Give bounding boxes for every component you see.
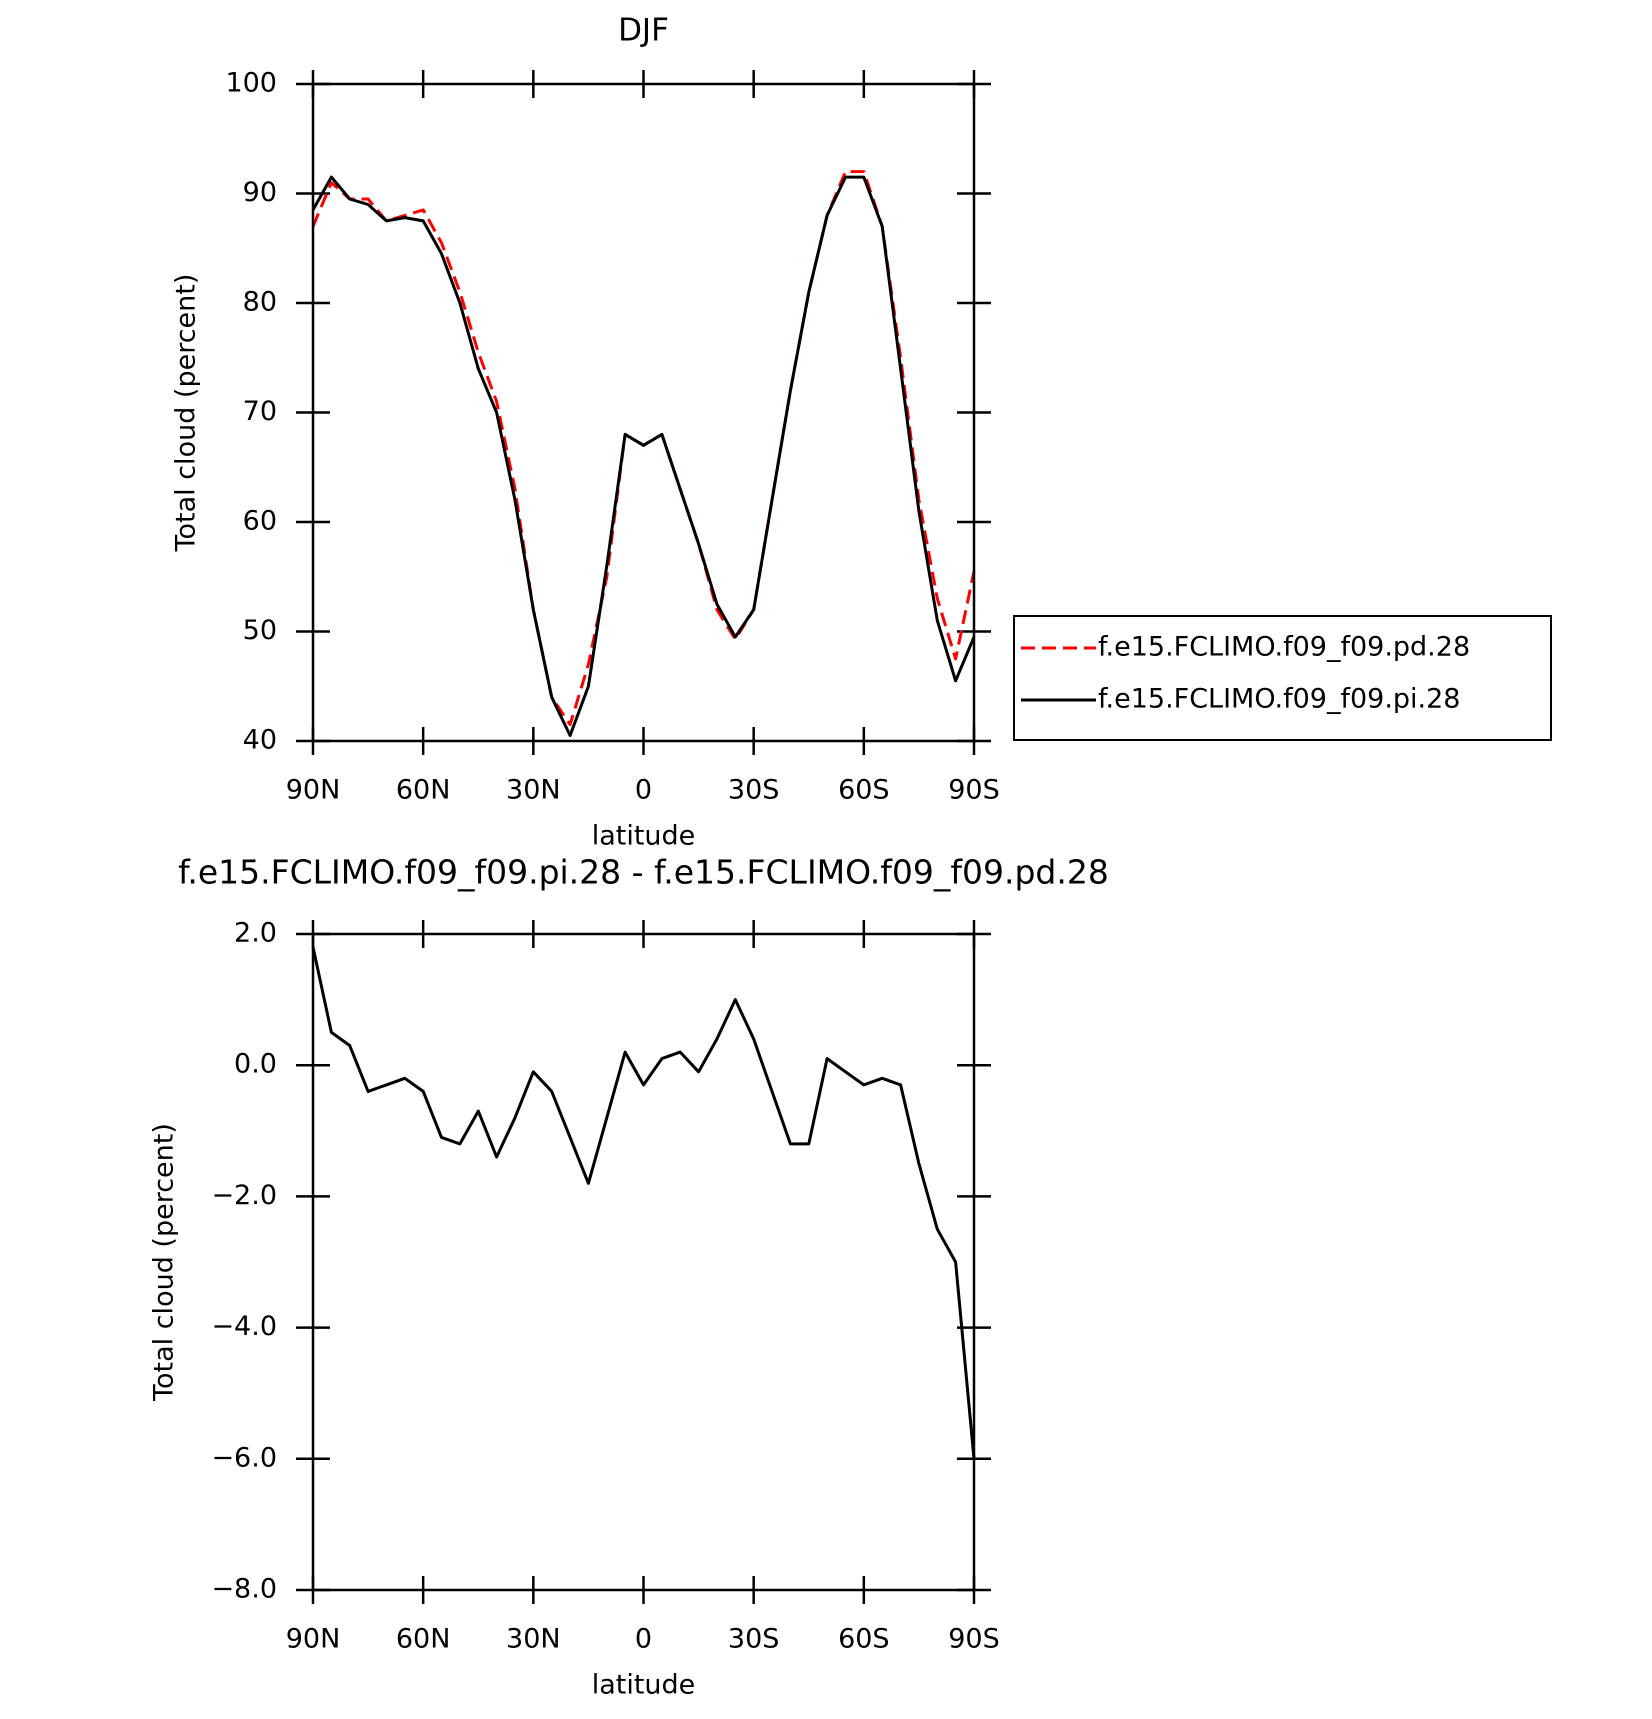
y-tick-label: 80 — [243, 287, 277, 318]
x-tick-label: 30N — [506, 1624, 561, 1655]
x-tick-label: 60S — [838, 775, 890, 806]
x-tick-label: 30N — [506, 775, 561, 806]
x-axis-label: latitude — [592, 1670, 696, 1701]
x-tick-label: 90S — [948, 775, 1000, 806]
line — [311, 946, 976, 1459]
y-tick-label: 50 — [243, 615, 277, 646]
x-tick-label: 60N — [396, 1624, 451, 1655]
y-tick-label: −4.0 — [211, 1311, 277, 1342]
x-tick-label: 90N — [286, 1624, 341, 1655]
x-tick-label: 90S — [948, 1624, 1000, 1655]
line — [311, 170, 976, 727]
x-tick-label: 0 — [635, 1624, 652, 1655]
x-tick-label: 60N — [396, 775, 451, 806]
x-tick-label: 30S — [728, 775, 780, 806]
x-tick-label: 30S — [728, 1624, 780, 1655]
y-tick-label: 70 — [243, 396, 277, 427]
y-tick-label: 100 — [225, 68, 277, 99]
y-tick-label: 90 — [243, 177, 277, 208]
plot-frame — [311, 82, 976, 743]
y-axis-label: Total cloud (percent) — [149, 1123, 180, 1402]
x-axis-label: latitude — [592, 821, 696, 852]
y-tick-label: 40 — [243, 725, 277, 756]
legend-box — [1013, 615, 1552, 741]
chart-title: f.e15.FCLIMO.f09_f09.pi.28 - f.e15.FCLIM… — [178, 853, 1109, 892]
y-tick-label: −2.0 — [211, 1180, 277, 1211]
x-tick-label: 0 — [635, 775, 652, 806]
y-tick-label: 60 — [243, 506, 277, 537]
legend-label: f.e15.FCLIMO.f09_f09.pi.28 — [1098, 684, 1460, 715]
y-tick-label: 2.0 — [234, 918, 277, 949]
y-tick-label: −6.0 — [211, 1442, 277, 1473]
y-axis-label: Total cloud (percent) — [171, 274, 202, 553]
y-tick-label: 0.0 — [234, 1049, 277, 1080]
x-tick-label: 90N — [286, 775, 341, 806]
y-tick-label: −8.0 — [211, 1574, 277, 1605]
plot-frame — [311, 932, 976, 1592]
legend-label: f.e15.FCLIMO.f09_f09.pd.28 — [1098, 632, 1470, 663]
chart-title: DJF — [618, 13, 669, 49]
line — [311, 175, 976, 737]
x-tick-label: 60S — [838, 1624, 890, 1655]
